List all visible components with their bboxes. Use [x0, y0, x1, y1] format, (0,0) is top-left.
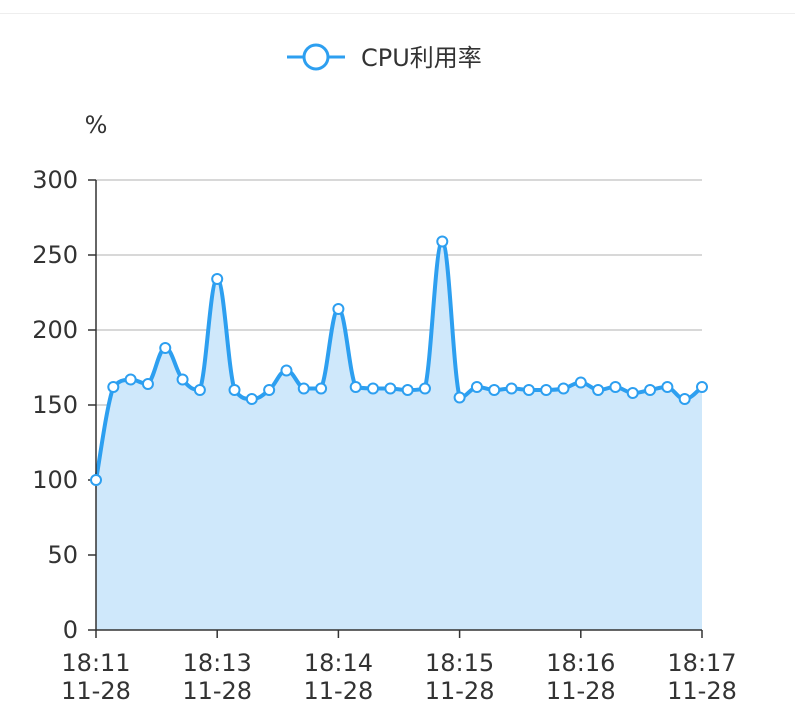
data-point-6[interactable]: [193, 384, 206, 396]
x-tick-time-0: 18:11: [61, 649, 130, 677]
data-point-35[interactable]: [696, 381, 708, 393]
top-divider: [0, 13, 795, 14]
series-area-fill: [96, 241, 702, 630]
data-point-5[interactable]: [176, 373, 189, 386]
data-point-12[interactable]: [297, 382, 310, 395]
data-point-10[interactable]: [263, 384, 276, 396]
data-point-21[interactable]: [453, 391, 466, 404]
x-tick-time-3: 18:15: [425, 649, 494, 677]
data-point-15[interactable]: [349, 381, 362, 393]
x-tick-time-5: 18:17: [667, 649, 736, 677]
x-tick-date-3: 11-28: [425, 677, 495, 705]
x-tick-time-2: 18:14: [304, 649, 373, 677]
data-point-1[interactable]: [107, 381, 120, 393]
data-point-11[interactable]: [280, 364, 293, 377]
data-points: [90, 235, 708, 486]
data-point-23[interactable]: [488, 384, 501, 396]
data-point-8[interactable]: [228, 384, 241, 396]
legend[interactable]: CPU利用率: [287, 43, 482, 72]
data-point-14[interactable]: [332, 303, 345, 315]
y-axis-unit: %: [85, 111, 108, 139]
y-tick-label-100: 100: [32, 466, 78, 494]
x-tick-date-2: 11-28: [304, 677, 374, 705]
data-point-29[interactable]: [592, 384, 605, 396]
data-point-3[interactable]: [141, 378, 154, 390]
data-point-32[interactable]: [644, 384, 657, 396]
axes: [88, 179, 703, 638]
data-point-31[interactable]: [626, 387, 639, 399]
data-point-4[interactable]: [159, 342, 172, 354]
x-tick-time-1: 18:13: [183, 649, 252, 677]
y-tick-labels: 0 50 100 150 200 250 300: [32, 166, 78, 644]
data-point-20[interactable]: [436, 235, 449, 248]
data-point-17[interactable]: [384, 382, 397, 395]
data-point-33[interactable]: [661, 381, 674, 393]
data-point-7[interactable]: [211, 273, 224, 285]
data-point-18[interactable]: [401, 384, 414, 396]
y-tick-label-250: 250: [32, 241, 78, 269]
data-point-27[interactable]: [557, 382, 570, 395]
y-tick-label-200: 200: [32, 316, 78, 344]
area-fill-layer: [96, 241, 702, 630]
x-tick-date-0: 11-28: [61, 677, 131, 705]
x-tick-date-4: 11-28: [546, 677, 616, 705]
data-point-0[interactable]: [90, 474, 102, 486]
data-point-24[interactable]: [505, 382, 518, 395]
x-tick-labels: 18:1111-2818:1311-2818:1411-2818:1511-28…: [61, 649, 737, 705]
data-point-2[interactable]: [124, 373, 137, 386]
x-tick-date-5: 11-28: [667, 677, 737, 705]
x-tick-date-1: 11-28: [182, 677, 252, 705]
y-tick-label-300: 300: [32, 166, 78, 194]
data-point-13[interactable]: [315, 382, 328, 395]
y-tick-label-0: 0: [63, 616, 78, 644]
x-tick-time-4: 18:16: [546, 649, 615, 677]
legend-circle-icon: [302, 43, 330, 71]
data-point-22[interactable]: [470, 381, 483, 393]
legend-label: CPU利用率: [361, 44, 482, 72]
data-point-28[interactable]: [574, 376, 587, 389]
data-point-16[interactable]: [367, 382, 380, 395]
data-point-25[interactable]: [522, 384, 535, 396]
y-tick-label-150: 150: [32, 391, 78, 419]
data-point-26[interactable]: [540, 384, 553, 396]
data-point-34[interactable]: [678, 393, 691, 405]
data-point-30[interactable]: [609, 381, 622, 393]
data-point-9[interactable]: [245, 393, 258, 405]
data-point-19[interactable]: [418, 382, 431, 395]
y-tick-label-50: 50: [47, 541, 78, 569]
